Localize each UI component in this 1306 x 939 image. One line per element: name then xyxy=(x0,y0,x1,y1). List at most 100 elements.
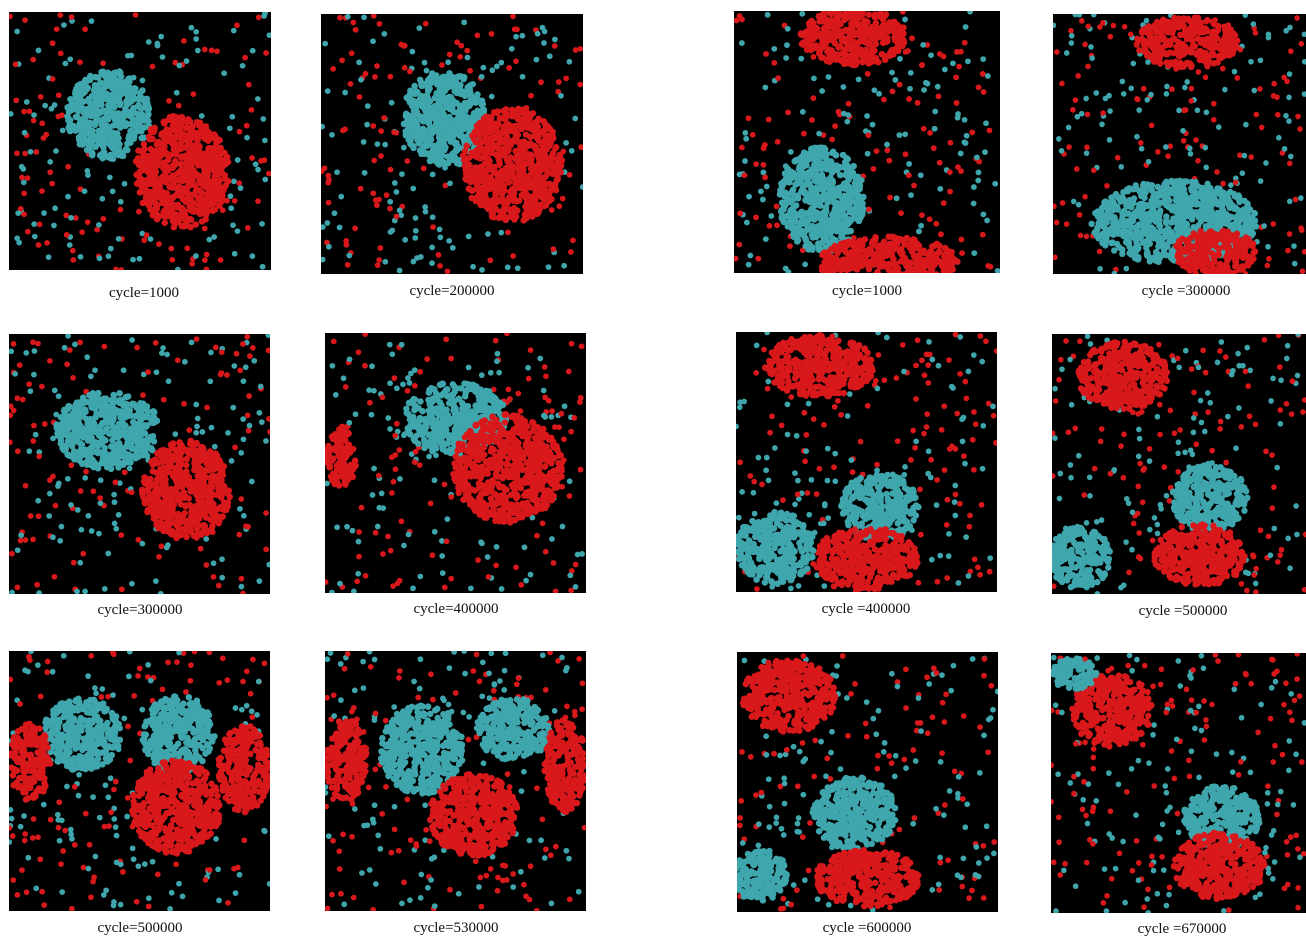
particle xyxy=(1270,221,1277,227)
particle xyxy=(383,192,390,199)
particle xyxy=(931,242,938,249)
particle xyxy=(840,84,847,90)
particle xyxy=(203,191,210,198)
particle xyxy=(1203,164,1209,171)
particle xyxy=(9,111,14,117)
particle xyxy=(194,162,202,169)
particle xyxy=(162,206,169,214)
particle xyxy=(736,241,743,248)
particle xyxy=(370,190,377,197)
particle xyxy=(161,219,169,226)
particle xyxy=(794,195,802,202)
particle xyxy=(1292,196,1299,203)
particle xyxy=(842,263,849,271)
particle xyxy=(824,16,831,24)
particle xyxy=(433,94,440,102)
particle xyxy=(1169,25,1176,32)
particle xyxy=(122,145,130,153)
particle xyxy=(1194,107,1201,114)
particle xyxy=(360,139,367,145)
particle xyxy=(389,227,396,234)
particle xyxy=(833,185,841,193)
particle xyxy=(930,145,937,152)
particle xyxy=(154,162,161,169)
particle xyxy=(850,60,858,67)
particle xyxy=(741,172,748,179)
particle xyxy=(117,206,124,213)
particle xyxy=(248,107,255,113)
particle xyxy=(844,221,851,228)
particle xyxy=(66,127,74,135)
particle xyxy=(876,90,883,97)
particle xyxy=(1215,124,1222,131)
particle xyxy=(869,32,876,39)
particle xyxy=(570,237,576,244)
particle xyxy=(194,129,202,137)
particle xyxy=(859,193,867,201)
particle xyxy=(749,131,756,138)
particle xyxy=(477,155,484,162)
particle xyxy=(824,195,831,203)
particle xyxy=(20,179,27,186)
particle xyxy=(133,180,141,187)
particle xyxy=(55,113,62,120)
particle xyxy=(1202,144,1209,151)
particle xyxy=(734,17,740,24)
simulation-panel-3 xyxy=(734,11,1000,273)
particle xyxy=(14,150,20,157)
particle xyxy=(541,120,549,127)
particle xyxy=(362,70,369,77)
particle xyxy=(266,32,271,39)
particle xyxy=(22,17,28,24)
particle xyxy=(57,12,64,18)
particle xyxy=(1239,170,1246,177)
particle xyxy=(234,228,241,235)
particle xyxy=(802,151,809,159)
particle xyxy=(921,87,927,93)
particle xyxy=(44,239,50,246)
particle xyxy=(975,84,982,91)
particle xyxy=(973,154,980,161)
particle xyxy=(861,236,869,243)
particle xyxy=(1065,124,1072,131)
particle xyxy=(201,46,208,53)
particle xyxy=(91,84,99,91)
particle xyxy=(869,121,876,128)
particle xyxy=(505,147,512,154)
particle xyxy=(416,147,424,154)
particle xyxy=(810,95,817,102)
particle xyxy=(834,192,842,199)
particle xyxy=(487,257,494,264)
particle xyxy=(462,170,470,178)
particle xyxy=(865,40,873,48)
particle xyxy=(73,102,81,109)
particle xyxy=(1283,112,1289,119)
particle xyxy=(534,30,541,37)
particle xyxy=(828,160,836,168)
particle xyxy=(211,199,218,207)
red-cluster xyxy=(132,112,232,231)
particle xyxy=(441,117,449,125)
particle xyxy=(1167,143,1173,150)
particle xyxy=(135,147,142,154)
particle xyxy=(396,267,403,274)
particle xyxy=(358,76,364,83)
particle xyxy=(1068,27,1074,34)
particle xyxy=(1214,59,1221,66)
particle xyxy=(1189,37,1196,44)
particle xyxy=(153,204,160,211)
particle xyxy=(498,149,505,157)
particle xyxy=(234,157,241,163)
particle xyxy=(498,190,506,197)
particle xyxy=(827,253,835,260)
particle xyxy=(1063,221,1070,227)
particle xyxy=(1209,38,1217,45)
particle xyxy=(83,85,91,92)
particle xyxy=(62,60,69,67)
particle xyxy=(488,93,495,100)
particle xyxy=(902,16,908,23)
particle xyxy=(1111,270,1118,274)
particle xyxy=(762,84,769,91)
particle xyxy=(337,14,343,21)
particle xyxy=(439,62,445,68)
